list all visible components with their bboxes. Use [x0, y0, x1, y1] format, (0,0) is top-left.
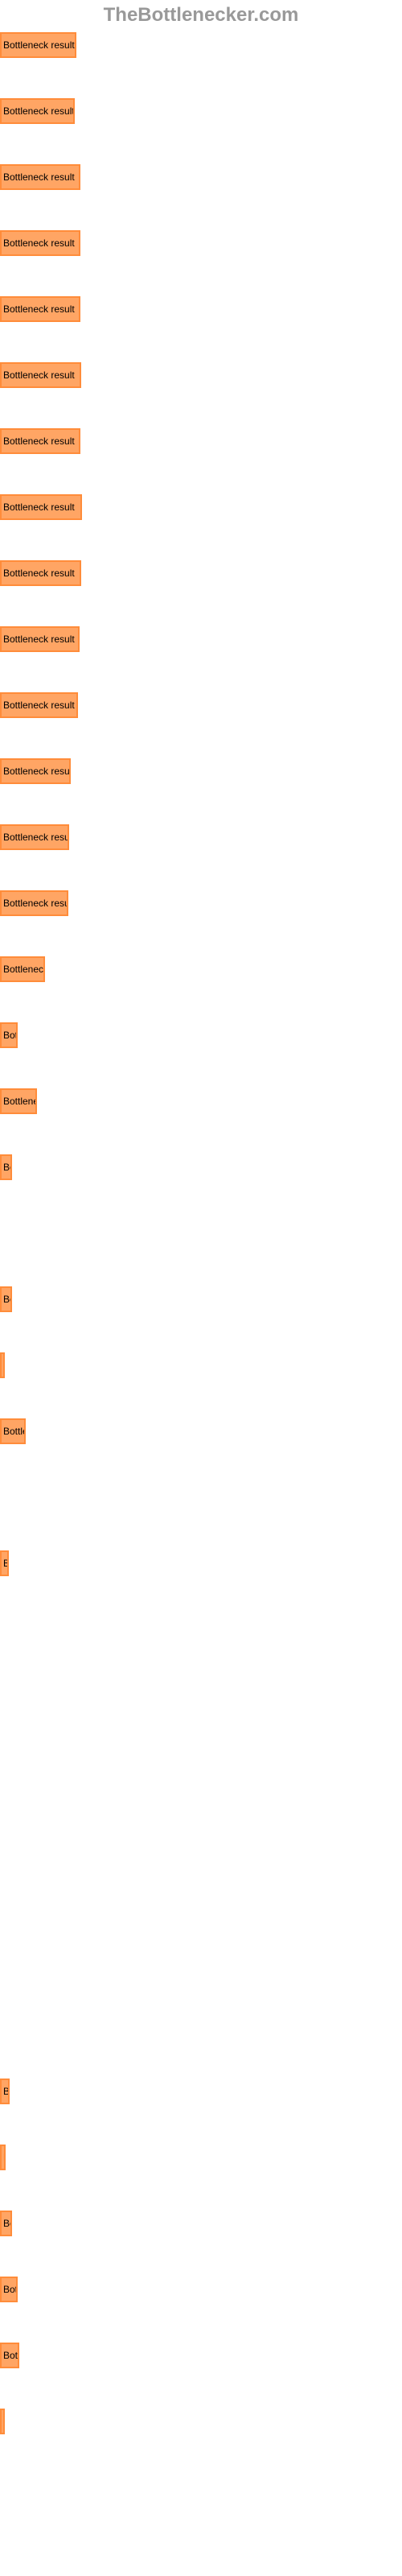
bar-row: Bottleneck result	[0, 32, 402, 58]
bar: Bottleneck result	[0, 296, 80, 322]
bar: Bottleneck result	[0, 1352, 5, 1378]
site-header: TheBottlenecker.com	[104, 4, 299, 27]
bar: Bottleneck result	[0, 824, 69, 850]
bar: Bottleneck result	[0, 890, 68, 916]
bar-row: Bottleneck result	[0, 2343, 402, 2368]
bar-row: Bottleneck result	[0, 1418, 402, 1444]
bar: Bottleneck result	[0, 1088, 37, 1114]
bar-row: Bottleneck result	[0, 98, 402, 124]
bar: Bottleneck result	[0, 32, 76, 58]
bar-row: Bottleneck result	[0, 1550, 402, 1576]
bar-row	[0, 1748, 402, 1774]
bar: Bottleneck result	[0, 1022, 18, 1048]
bar-row	[0, 1814, 402, 1840]
bar-row: Bottleneck result	[0, 1154, 402, 1180]
bar: Bottleneck result	[0, 626, 80, 652]
bar-row: Bottleneck result	[0, 164, 402, 190]
bar: Bottleneck result	[0, 956, 45, 982]
bar: Bottleneck result	[0, 164, 80, 190]
bar-row	[0, 1220, 402, 1246]
bar: Bottleneck result	[0, 230, 80, 256]
bar-row: Bottleneck result	[0, 2145, 402, 2170]
bar: Bottleneck result	[0, 1550, 9, 1576]
bar: Bottleneck result	[0, 2079, 10, 2104]
bar: Bottleneck result	[0, 692, 78, 718]
bar: Bottleneck result	[0, 494, 82, 520]
bar-row: Bottleneck result	[0, 692, 402, 718]
bar: Bottleneck result	[0, 2211, 12, 2236]
bar: Bottleneck result	[0, 758, 71, 784]
bar-row: Bottleneck result	[0, 296, 402, 322]
bar-row: Bottleneck result	[0, 626, 402, 652]
bar: Bottleneck result	[0, 2409, 5, 2434]
bar-row	[0, 1616, 402, 1642]
bar-row: Bottleneck result	[0, 560, 402, 586]
bar-row: Bottleneck result	[0, 2079, 402, 2104]
bar: Bottleneck result	[0, 1418, 26, 1444]
bar: Bottleneck result	[0, 1154, 12, 1180]
bar: Bottleneck result	[0, 2277, 18, 2302]
bar-row: Bottleneck result	[0, 428, 402, 454]
bar-row: Bottleneck result	[0, 956, 402, 982]
bar-row	[0, 1880, 402, 1906]
bar: Bottleneck result	[0, 2145, 6, 2170]
bar-row: Bottleneck result	[0, 2211, 402, 2236]
bars-container: Bottleneck result Bottleneck result Bottle…	[0, 32, 402, 2475]
bar-row: Bottleneck result	[0, 1352, 402, 1378]
bar-row: Bottleneck result	[0, 494, 402, 520]
bar: Bottleneck result	[0, 560, 81, 586]
bar: Bottleneck result	[0, 428, 80, 454]
bar-row	[0, 2013, 402, 2038]
bar-row: Bottleneck result	[0, 1022, 402, 1048]
bar-row: Bottleneck result	[0, 890, 402, 916]
bar-row: Bottleneck result	[0, 758, 402, 784]
bar-row: Bottleneck result	[0, 2277, 402, 2302]
bar: Bottleneck result	[0, 98, 75, 124]
bar-row	[0, 1682, 402, 1708]
bar-row	[0, 1484, 402, 1510]
bar-row: Bottleneck result	[0, 1088, 402, 1114]
bar-row: Bottleneck result	[0, 824, 402, 850]
bar-row: Bottleneck result	[0, 362, 402, 388]
bar: Bottleneck result	[0, 1286, 12, 1312]
bar-row: Bottleneck result	[0, 2409, 402, 2434]
bar-row: Bottleneck result	[0, 230, 402, 256]
bar: Bottleneck result	[0, 2343, 19, 2368]
bar-row	[0, 1946, 402, 1972]
bar-row: Bottleneck result	[0, 1286, 402, 1312]
bar: Bottleneck result	[0, 362, 81, 388]
